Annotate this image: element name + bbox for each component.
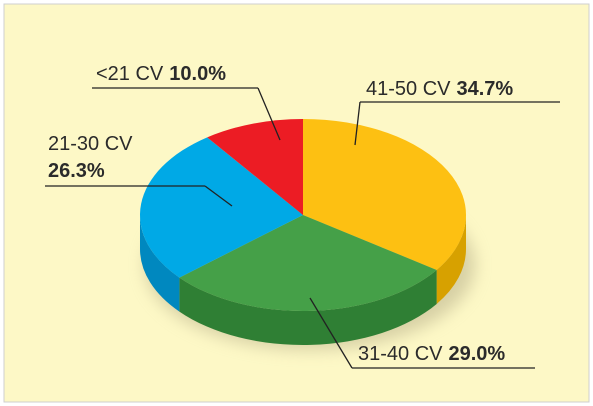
- value-label: 29.0%: [449, 343, 506, 365]
- slice-label: 41-50 CV 34.7%: [366, 78, 513, 100]
- category-label: 41-50 CV: [366, 78, 451, 100]
- slice: [207, 119, 303, 215]
- category-label: <21 CV: [96, 63, 164, 85]
- category-label: 31-40 CV: [358, 343, 443, 365]
- leader-line: [257, 87, 281, 141]
- slice-label: <21 CV 10.0%: [96, 63, 226, 85]
- category-label: 21-30 CV: [48, 133, 133, 155]
- leader-line: [204, 185, 233, 207]
- slice-label: 31-40 CV 29.0%: [358, 343, 505, 365]
- leader-line: [309, 297, 353, 369]
- slice-label: 26.3%: [48, 160, 105, 182]
- slice: [179, 215, 437, 312]
- slice-side: [179, 269, 437, 345]
- slice-label: 21-30 CV: [48, 133, 133, 155]
- value-label: 34.7%: [457, 78, 514, 100]
- leader-line: [354, 101, 361, 146]
- value-label: 10.0%: [169, 63, 226, 85]
- slice: [303, 119, 466, 270]
- slice-side: [140, 215, 180, 312]
- value-label: 26.3%: [48, 160, 105, 182]
- slice-side: [436, 215, 466, 304]
- slice: [139, 137, 303, 278]
